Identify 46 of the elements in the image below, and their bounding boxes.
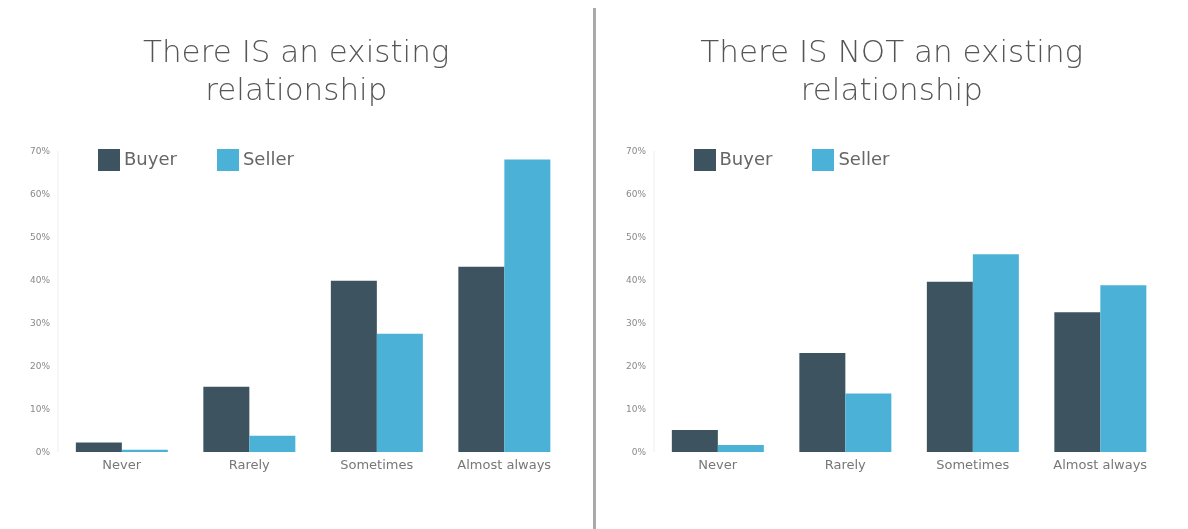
x-tick-label: Sometimes [935,457,1009,473]
x-tick-label: Almost always [1052,457,1147,473]
y-tick-label: 60% [625,189,646,200]
y-tick-label: 50% [29,232,51,243]
x-tick-label: Almost always [457,457,552,473]
bar [972,254,1019,452]
chart-title: There IS an existing relationship [142,32,451,108]
y-tick-label: 0% [631,447,646,458]
chart-title: There IS NOT an existing relationship [699,32,1085,108]
bar [671,430,718,452]
y-tick-label: 0% [35,447,51,458]
y-tick-label: 40% [625,275,646,286]
bar [376,333,423,452]
bar [249,435,296,452]
y-tick-label: 40% [29,275,51,286]
bar [458,266,505,452]
bar [926,281,973,452]
bar [1099,285,1146,452]
x-tick-label: Rarely [228,457,271,473]
y-tick-label: 20% [625,361,646,372]
y-tick-label: 70% [625,146,646,157]
y-tick-label: 10% [29,404,51,415]
bar [330,280,377,452]
y-tick-label: 20% [29,361,51,372]
bar [798,353,845,452]
y-tick-label: 30% [29,318,51,329]
y-tick-label: 30% [625,318,646,329]
y-tick-label: 50% [625,232,646,243]
x-tick-label: Sometimes [340,457,414,473]
legend-label: Buyer [124,148,177,169]
x-tick-label: Rarely [824,457,866,473]
y-tick-label: 10% [625,404,646,415]
bar [717,445,764,452]
y-tick-label: 60% [29,189,51,200]
legend-label: Seller [242,148,294,169]
bar [504,159,551,452]
bar [1053,312,1100,452]
y-tick-label: 70% [29,146,51,157]
x-tick-label: Never [102,457,142,473]
legend-label: Buyer [719,148,773,169]
x-tick-label: Never [697,457,738,473]
bar [75,442,122,452]
bar [121,449,168,452]
bar [844,393,891,452]
bar [203,386,250,452]
legend-label: Seller [838,148,890,169]
